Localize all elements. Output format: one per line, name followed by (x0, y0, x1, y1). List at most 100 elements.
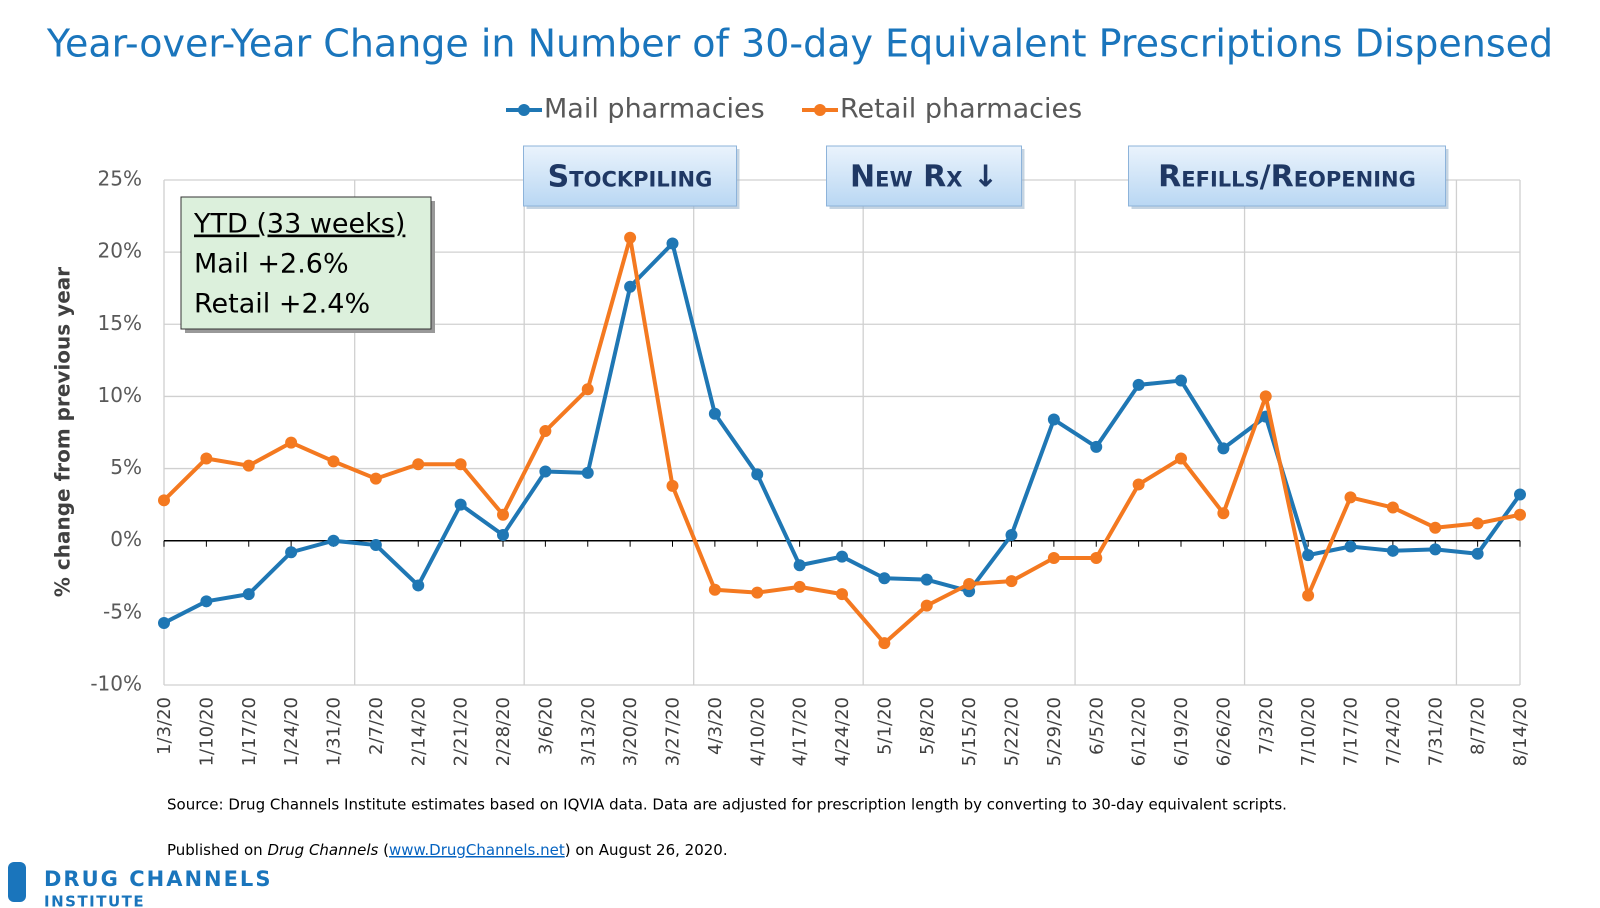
x-tick-label: 5/8/20 (917, 697, 938, 755)
data-point (1514, 508, 1526, 521)
x-tick-label: 8/7/20 (1468, 697, 1489, 755)
data-point (200, 452, 213, 465)
data-point (1005, 575, 1018, 588)
data-point (1047, 413, 1060, 426)
y-tick-label: -10% (90, 672, 142, 696)
y-tick-label: 10% (98, 383, 142, 407)
x-tick-label: 1/17/20 (239, 697, 260, 766)
ytd-title: YTD (33 weeks) (193, 209, 405, 240)
data-point (624, 231, 637, 244)
data-point (497, 528, 509, 541)
data-point (158, 494, 170, 507)
x-tick-label: 6/26/20 (1213, 697, 1234, 766)
data-point (1471, 517, 1484, 530)
x-tick-label: 7/31/20 (1425, 697, 1446, 766)
annotation-text: Refills/Reopening (1158, 160, 1416, 195)
data-point (1344, 491, 1357, 504)
data-point (1302, 589, 1315, 602)
annotation-box (523, 145, 737, 207)
x-tick-label: 4/17/20 (790, 697, 811, 766)
data-point (200, 595, 213, 608)
data-point (878, 572, 891, 585)
published-link[interactable]: www.DrugChannels.net (389, 841, 565, 859)
x-tick-label: 5/29/20 (1044, 697, 1065, 766)
x-tick-label: 3/27/20 (663, 697, 684, 766)
data-point (1047, 552, 1060, 565)
legend-label: Mail pharmacies (544, 94, 765, 125)
data-point (327, 534, 340, 547)
data-point (708, 583, 721, 596)
published-note: Published on Drug Channels (www.DrugChan… (167, 841, 728, 859)
x-tick-label: 2/21/20 (451, 697, 472, 766)
data-point (539, 465, 552, 478)
data-point (454, 458, 467, 471)
x-tick-label: 6/5/20 (1086, 697, 1107, 755)
annotation-box (826, 145, 1022, 207)
annotation-box (1128, 145, 1446, 207)
data-point (285, 546, 298, 559)
x-tick-label: 6/19/20 (1171, 697, 1192, 766)
data-point (1471, 547, 1484, 560)
data-point (1259, 390, 1272, 403)
data-point (1132, 378, 1145, 391)
data-point (369, 539, 382, 552)
x-tick-label: 2/28/20 (493, 697, 514, 766)
published-text: Published on (167, 841, 267, 859)
data-point (920, 573, 933, 586)
y-tick-label: 20% (98, 239, 142, 263)
x-tick-label: 5/22/20 (1002, 697, 1023, 766)
legend-marker (814, 104, 826, 116)
data-point (581, 383, 594, 396)
logo: DRUG CHANNELS INSTITUTE (8, 862, 272, 908)
data-point (1429, 543, 1442, 556)
annotation-text: Stockpiling (548, 160, 713, 195)
legend-label: Retail pharmacies (840, 94, 1082, 125)
data-point (1386, 544, 1399, 557)
logo-subtext: INSTITUTE (44, 893, 145, 908)
x-tick-label: 5/15/20 (959, 697, 980, 766)
chart-title: Year-over-Year Change in Number of 30-da… (46, 22, 1553, 66)
data-point (836, 550, 848, 563)
data-point (666, 237, 679, 250)
x-tick-label: 3/6/20 (535, 697, 556, 755)
y-tick-label: -5% (103, 599, 142, 623)
data-point (963, 578, 976, 590)
data-point (624, 280, 637, 293)
logo-icon (8, 862, 26, 902)
y-tick-label: 15% (98, 311, 142, 335)
data-point (285, 436, 298, 449)
x-tick-label: 7/17/20 (1341, 697, 1362, 766)
y-tick-label: 5% (110, 455, 142, 479)
x-tick-label: 3/13/20 (578, 697, 599, 766)
data-point (327, 455, 340, 468)
data-point (920, 599, 933, 612)
logo-text: DRUG CHANNELS (44, 867, 272, 891)
x-tick-label: 4/3/20 (705, 697, 726, 755)
x-tick-label: 8/14/20 (1510, 697, 1531, 766)
ytd-line: Retail +2.4% (194, 289, 370, 320)
x-tick-label: 5/1/20 (874, 697, 895, 755)
data-point (793, 580, 806, 593)
data-point (158, 616, 170, 629)
x-tick-label: 1/24/20 (281, 697, 302, 766)
data-point (793, 559, 806, 572)
ytd-box (180, 196, 432, 330)
legend-marker (518, 104, 530, 116)
data-point (1175, 374, 1187, 387)
data-point (1429, 521, 1442, 534)
data-point (242, 588, 255, 601)
published-text: ( (378, 841, 389, 859)
x-tick-label: 1/3/20 (154, 697, 175, 755)
data-point (1302, 549, 1315, 562)
data-point (581, 466, 594, 479)
ytd-line: Mail +2.6% (194, 249, 349, 280)
data-point (412, 458, 425, 471)
data-point (412, 579, 425, 592)
data-point (878, 637, 891, 650)
published-text: Drug Channels (267, 841, 378, 859)
x-tick-label: 7/24/20 (1383, 697, 1404, 766)
x-tick-label: 1/31/20 (324, 697, 345, 766)
data-point (242, 459, 255, 472)
data-point (1090, 552, 1103, 565)
x-tick-label: 1/10/20 (196, 697, 217, 766)
